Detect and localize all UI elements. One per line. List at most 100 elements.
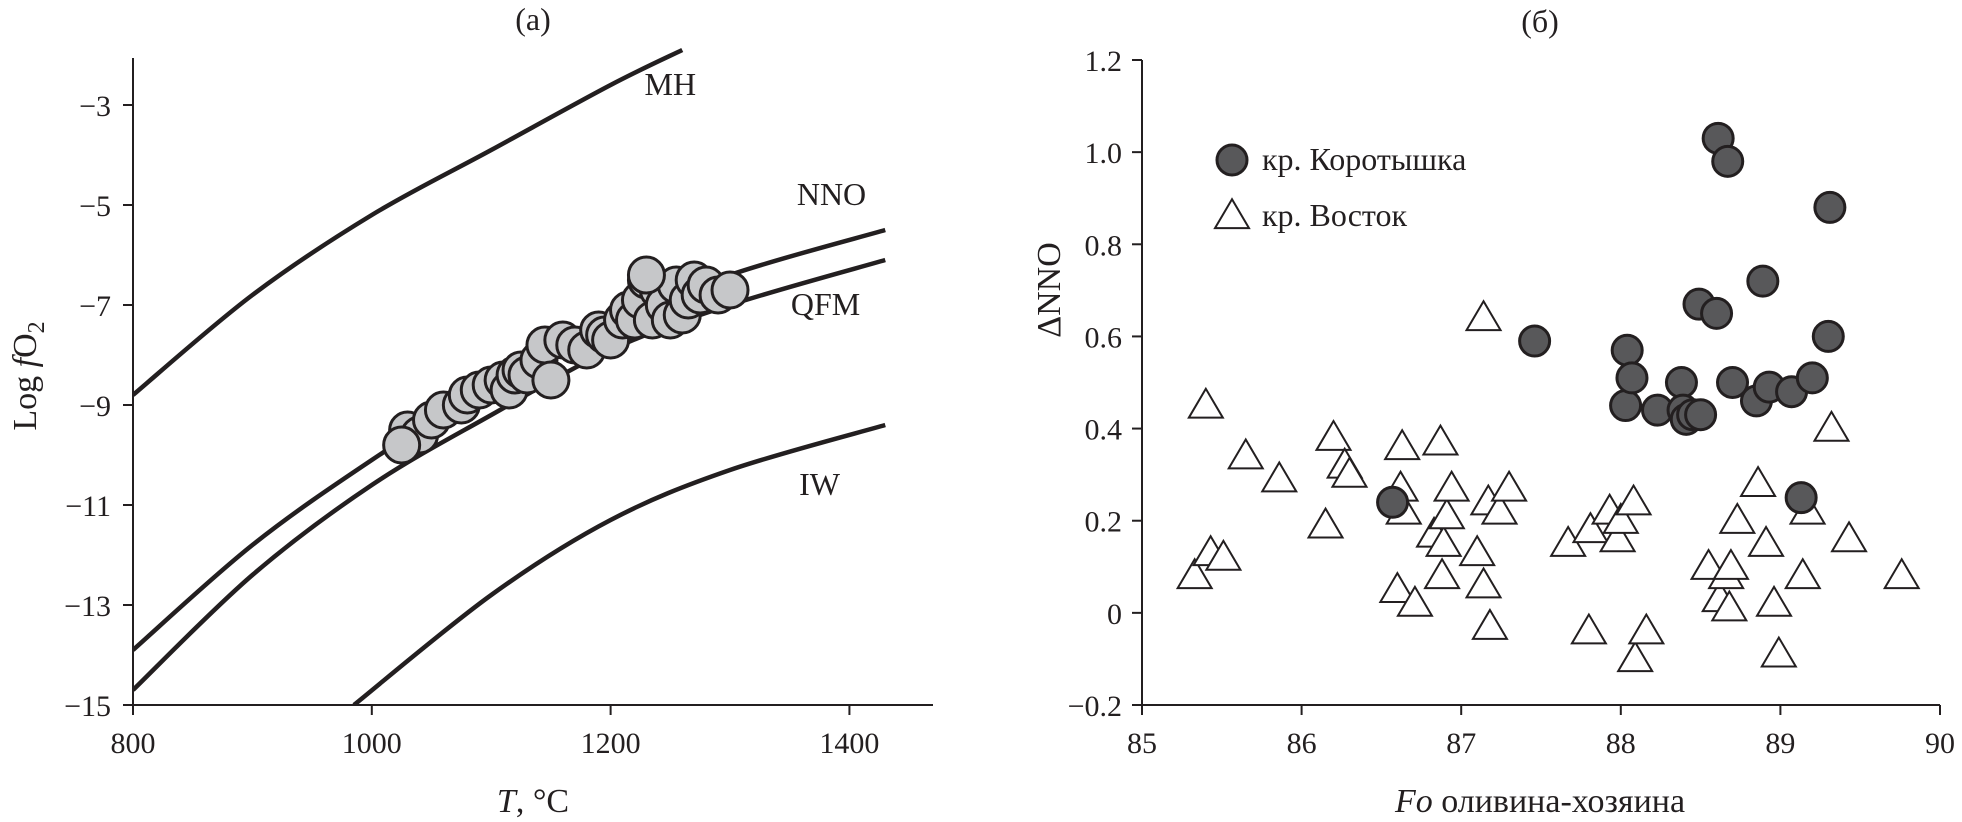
panel-a-x-axis-label-var: T [497,783,518,820]
vostok-point [1458,534,1496,567]
vostok-point [1396,584,1434,617]
panel-a-y-axis-label: Log fO2 [7,321,50,430]
legend-vostok-label: кр. Восток [1262,197,1407,233]
vostok-point [1314,419,1353,451]
vostok-point [1330,455,1369,488]
vostok-point [1616,640,1654,673]
legend-korotyshka-marker [1215,143,1249,177]
vostok-point [1598,520,1637,553]
panel-a-x-axis-label: T, °C [497,783,569,820]
panel-a-y-tick-label: −13 [64,590,111,623]
panel-b-y-tick-label: 1.2 [1085,45,1123,78]
series-vostok-points [1175,299,1921,673]
vostok-point [1226,437,1265,470]
korotyshka-point [1518,324,1552,358]
panel-a-x-tick-label: 1000 [342,727,402,760]
vostok-point [1383,428,1421,461]
panel-b-x-tick-label: 88 [1606,727,1636,760]
panel-a-y-tick-label: −5 [79,190,111,223]
vostok-point [1187,386,1225,419]
vostok-point [1760,635,1798,668]
vostok-point [1471,607,1509,640]
panel-b-x-axis-label: Fo оливина-хозяина [1394,783,1685,820]
korotyshka-point [1615,361,1649,395]
vostok-point [1571,511,1610,544]
panel-a-y-tick-label: −9 [79,390,111,423]
panel-a-y-tick-label: −7 [79,290,111,323]
vostok-point [1428,497,1466,530]
vostok-point [1614,483,1653,516]
panel-b-y-tick-label: 0 [1107,598,1122,631]
vostok-point [1378,571,1417,603]
korotyshka-point [1609,389,1643,423]
korotyshka-point [1664,366,1698,399]
vostok-point [1432,469,1471,502]
vostok-point [1424,525,1463,557]
panel-b-x-axis-label-var: Fo [1394,783,1433,820]
panel-a-y-axis-label-o: O [7,333,44,358]
vostok-point [1747,525,1785,557]
buffer-label-qfm: QFM [791,286,860,322]
buffer-curve-iw [352,422,886,705]
panel-b-y-tick-label: −0.2 [1068,690,1122,723]
panel-a-y-tick-label: −15 [64,690,111,723]
panel-a-point [531,360,571,400]
vostok-point [1464,299,1503,332]
vostok-point [1175,557,1214,590]
korotyshka-point [1684,398,1718,432]
panel-a-point [382,425,422,465]
panel-b-y-tick-label: 1.0 [1085,137,1123,170]
panel-b-fo-delta-nno: −0.2 0 0.2 0.4 0.6 0.8 1.0 1.2 85 86 87 88 89 90 кр. К… [1031,3,1955,820]
vostok-point [1421,423,1460,456]
vostok-point [1783,557,1822,590]
panel-b-x-axis-label-rest: оливина-хозяина [1433,783,1685,820]
vostok-point [1812,409,1851,442]
vostok-point [1739,465,1777,498]
vostok-point [1830,520,1868,553]
buffer-label-iw: IW [799,466,841,502]
panel-b-y-tick-label: 0.4 [1085,414,1123,447]
vostok-point [1627,612,1666,645]
panel-a-point [626,255,666,295]
panel-b-y-tick-label: 0.8 [1085,229,1123,262]
korotyshka-point [1711,144,1745,178]
panel-a-y-tick-label: −11 [65,490,111,523]
panel-b-y-tick-label: 0.2 [1085,506,1123,539]
korotyshka-point [1376,485,1410,519]
korotyshka-point [1813,190,1847,224]
buffer-curve-qfm [133,257,886,692]
panel-b-y-axis-label: ΔNNO [1031,242,1068,338]
panel-b-legend: кр. Коротышка кр. Восток [1213,141,1466,233]
buffer-label-mh: MH [645,66,697,102]
korotyshka-point [1811,319,1845,353]
panel-a-x-tick-label: 800 [111,727,156,760]
panel-b-x-tick-label: 85 [1127,727,1157,760]
panel-a-y-axis-label-sub: 2 [24,321,50,333]
panel-b-label: (б) [1521,3,1559,39]
buffer-label-nno: NNO [797,176,866,212]
panel-a-x-tick-label: 1200 [581,727,641,760]
vostok-point [1306,506,1345,539]
vostok-point [1423,557,1461,590]
panel-a-label: (a) [515,1,551,37]
vostok-point [1570,612,1608,645]
panel-b-y-tick-label: 0.6 [1085,321,1123,354]
panel-a-data-points [382,255,750,465]
panel-b-x-tick-label: 87 [1446,727,1476,760]
series-korotyshka-points [1376,121,1847,519]
korotyshka-point [1700,296,1734,330]
vostok-point [1718,502,1757,534]
legend-korotyshka-label: кр. Коротышка [1262,141,1466,177]
panel-a-x-axis-label-unit: , °C [516,783,569,820]
korotyshka-point [1795,361,1829,395]
panel-b-x-tick-label: 89 [1765,727,1795,760]
korotyshka-point [1784,481,1818,515]
korotyshka-point [1716,366,1750,399]
vostok-point [1490,469,1528,502]
vostok-point [1480,492,1519,525]
vostok-point [1755,584,1793,617]
korotyshka-point [1610,333,1644,367]
korotyshka-point [1746,264,1780,298]
